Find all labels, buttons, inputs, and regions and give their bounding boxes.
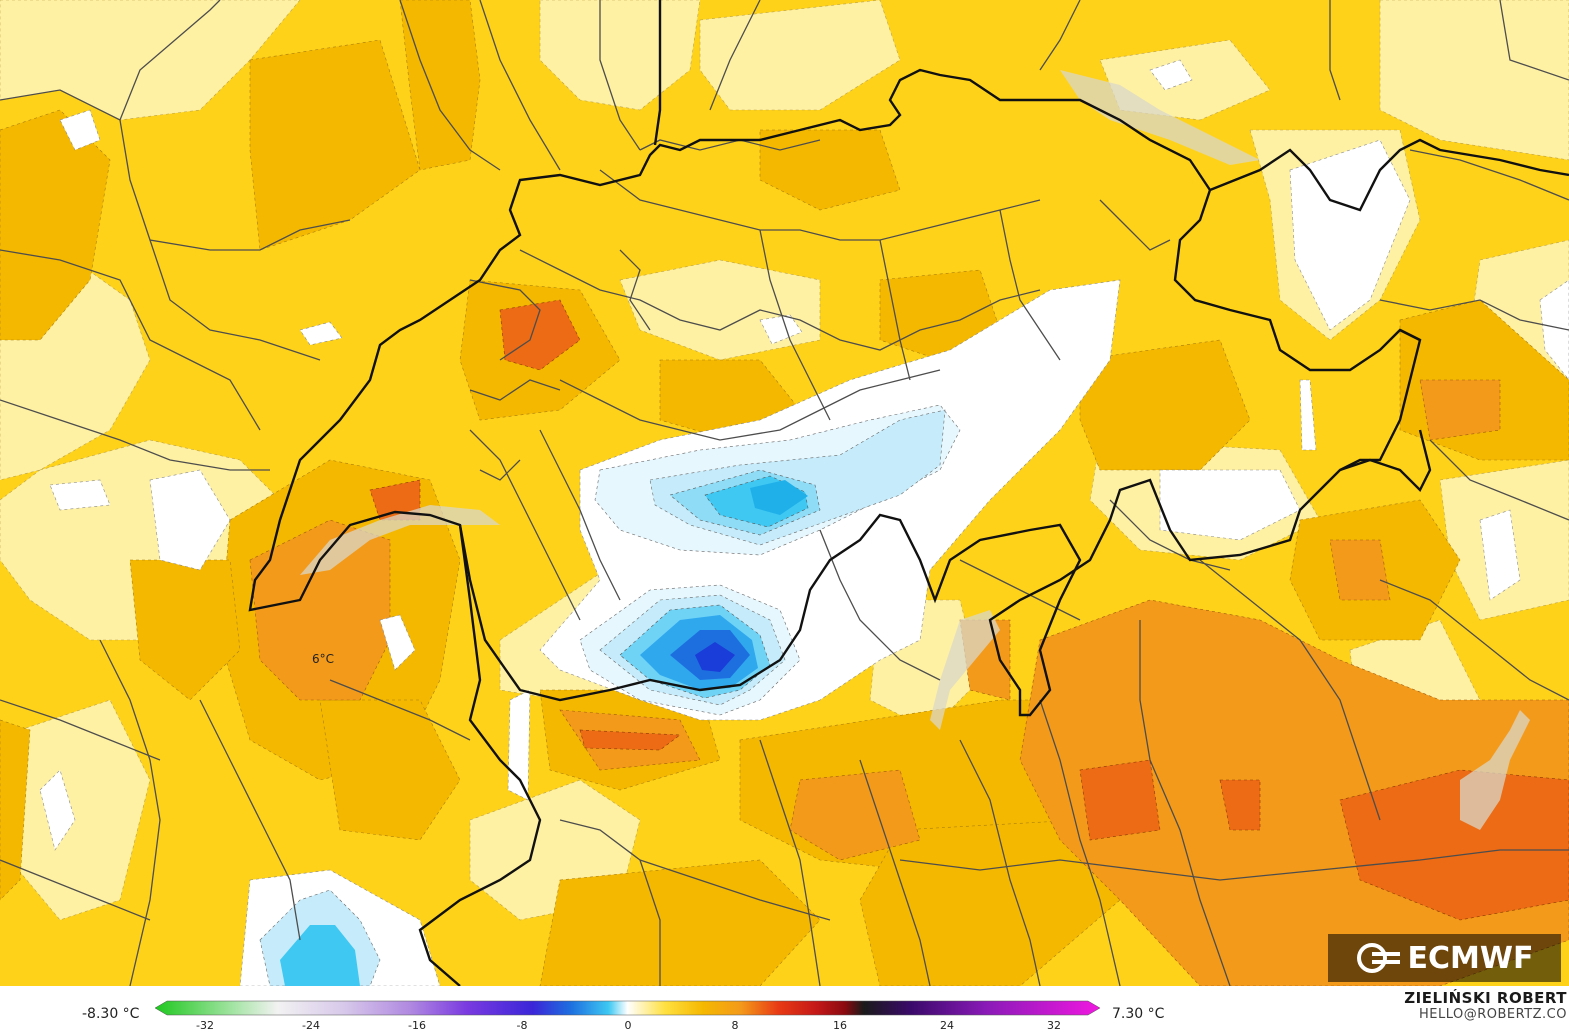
austria-italy-border xyxy=(1339,429,1432,493)
author-email: HELLO@ROBERTZ.CO xyxy=(1418,1007,1567,1022)
map-canvas: 6°C xyxy=(0,0,1569,986)
temperature-anomaly-map: 6°C ECMWF xyxy=(0,0,1569,986)
scale-gradient xyxy=(155,1000,1100,1016)
dark-orange-zones xyxy=(369,299,1569,921)
scale-tick: 0 xyxy=(624,1019,632,1032)
france-italy-border xyxy=(418,524,542,986)
ecmwf-logo-text: ECMWF xyxy=(1407,940,1534,976)
max-value-label: 7.30 °C xyxy=(1112,1006,1165,1022)
scale-tick: -16 xyxy=(408,1019,426,1032)
scale-tick: -8 xyxy=(516,1019,528,1032)
scale-tick: 32 xyxy=(1047,1019,1061,1032)
italy-slovenia-border xyxy=(1399,328,1421,342)
scale-tick: -32 xyxy=(196,1019,214,1032)
france-germany-border xyxy=(653,0,662,146)
regional-borders xyxy=(0,0,1569,986)
country-borders xyxy=(248,0,1569,986)
min-value-label: -8.30 °C xyxy=(82,1006,140,1022)
scale-tick: 8 xyxy=(731,1019,739,1032)
author-credit: ZIELIŃSKI ROBERT xyxy=(1404,989,1567,1007)
color-scale-bar xyxy=(155,1000,1100,1016)
scale-tick: 24 xyxy=(940,1019,954,1032)
austria-border xyxy=(1209,138,1569,212)
blue-zones xyxy=(259,404,961,986)
ecmwf-logo-icon xyxy=(1356,943,1400,973)
scale-tick: 16 xyxy=(833,1019,847,1032)
point-temperature-label: 6°C xyxy=(312,652,334,666)
ecmwf-logo: ECMWF xyxy=(1328,934,1561,982)
legend-panel: -8.30 °C xyxy=(0,986,1569,1035)
scale-tick: -24 xyxy=(302,1019,320,1032)
